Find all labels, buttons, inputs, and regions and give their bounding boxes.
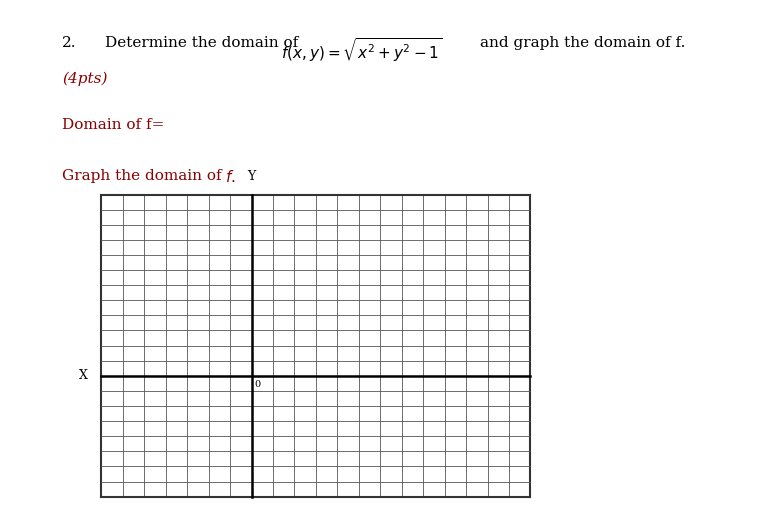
Text: X: X (79, 369, 87, 382)
Text: Determine the domain of: Determine the domain of (105, 36, 303, 50)
Text: Y: Y (247, 170, 256, 183)
Text: Graph the domain of: Graph the domain of (62, 169, 227, 183)
Text: (4pts): (4pts) (62, 72, 108, 86)
Text: $f.$: $f.$ (225, 169, 236, 185)
Text: 0: 0 (254, 380, 261, 389)
Text: 2.: 2. (62, 36, 77, 50)
Text: Domain of f=: Domain of f= (62, 118, 165, 132)
Text: $f(x, y) = \sqrt{x^2 + y^2 - 1}$: $f(x, y) = \sqrt{x^2 + y^2 - 1}$ (281, 36, 442, 64)
Text: and graph the domain of f.: and graph the domain of f. (480, 36, 685, 50)
